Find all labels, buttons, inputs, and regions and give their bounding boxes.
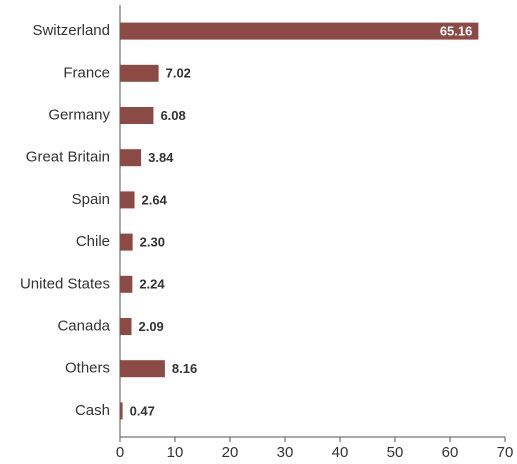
y-tick-label: Switzerland [32, 22, 110, 39]
x-tick-label: 10 [167, 444, 184, 461]
bar [120, 64, 159, 82]
data-label: 2.24 [139, 277, 165, 292]
data-label: 65.16 [440, 24, 473, 39]
x-tick-label: 0 [116, 444, 124, 461]
y-tick-label: Canada [57, 317, 110, 334]
data-label: 6.08 [160, 108, 185, 123]
bar [120, 149, 142, 167]
y-tick-label: United States [20, 275, 110, 292]
y-tick-label: Cash [75, 402, 110, 419]
data-label: 2.30 [140, 235, 165, 250]
bar [120, 233, 133, 251]
x-tick-label: 30 [277, 444, 294, 461]
y-tick-label: France [63, 64, 110, 81]
y-tick-label: Spain [72, 191, 110, 208]
bar [120, 22, 479, 40]
data-label: 7.02 [166, 66, 191, 81]
bar [120, 275, 133, 293]
y-tick-label: Chile [76, 233, 110, 250]
data-label: 8.16 [172, 361, 197, 376]
x-tick-label: 20 [222, 444, 239, 461]
y-tick-label: Others [65, 360, 110, 377]
bar [120, 107, 154, 124]
x-tick-label: 40 [332, 444, 349, 461]
data-label: 2.09 [138, 319, 163, 334]
data-label: 2.64 [142, 192, 168, 207]
x-tick-label: 60 [442, 444, 459, 461]
bar [120, 402, 123, 420]
data-label: 0.47 [130, 403, 155, 418]
x-tick-label: 50 [387, 444, 404, 461]
y-tick-label: Germany [48, 106, 110, 123]
bar [120, 191, 135, 209]
bar [120, 360, 165, 378]
x-tick-label: 70 [497, 444, 514, 461]
bar [120, 318, 132, 335]
data-label: 3.84 [148, 150, 174, 165]
y-tick-label: Great Britain [26, 149, 110, 166]
